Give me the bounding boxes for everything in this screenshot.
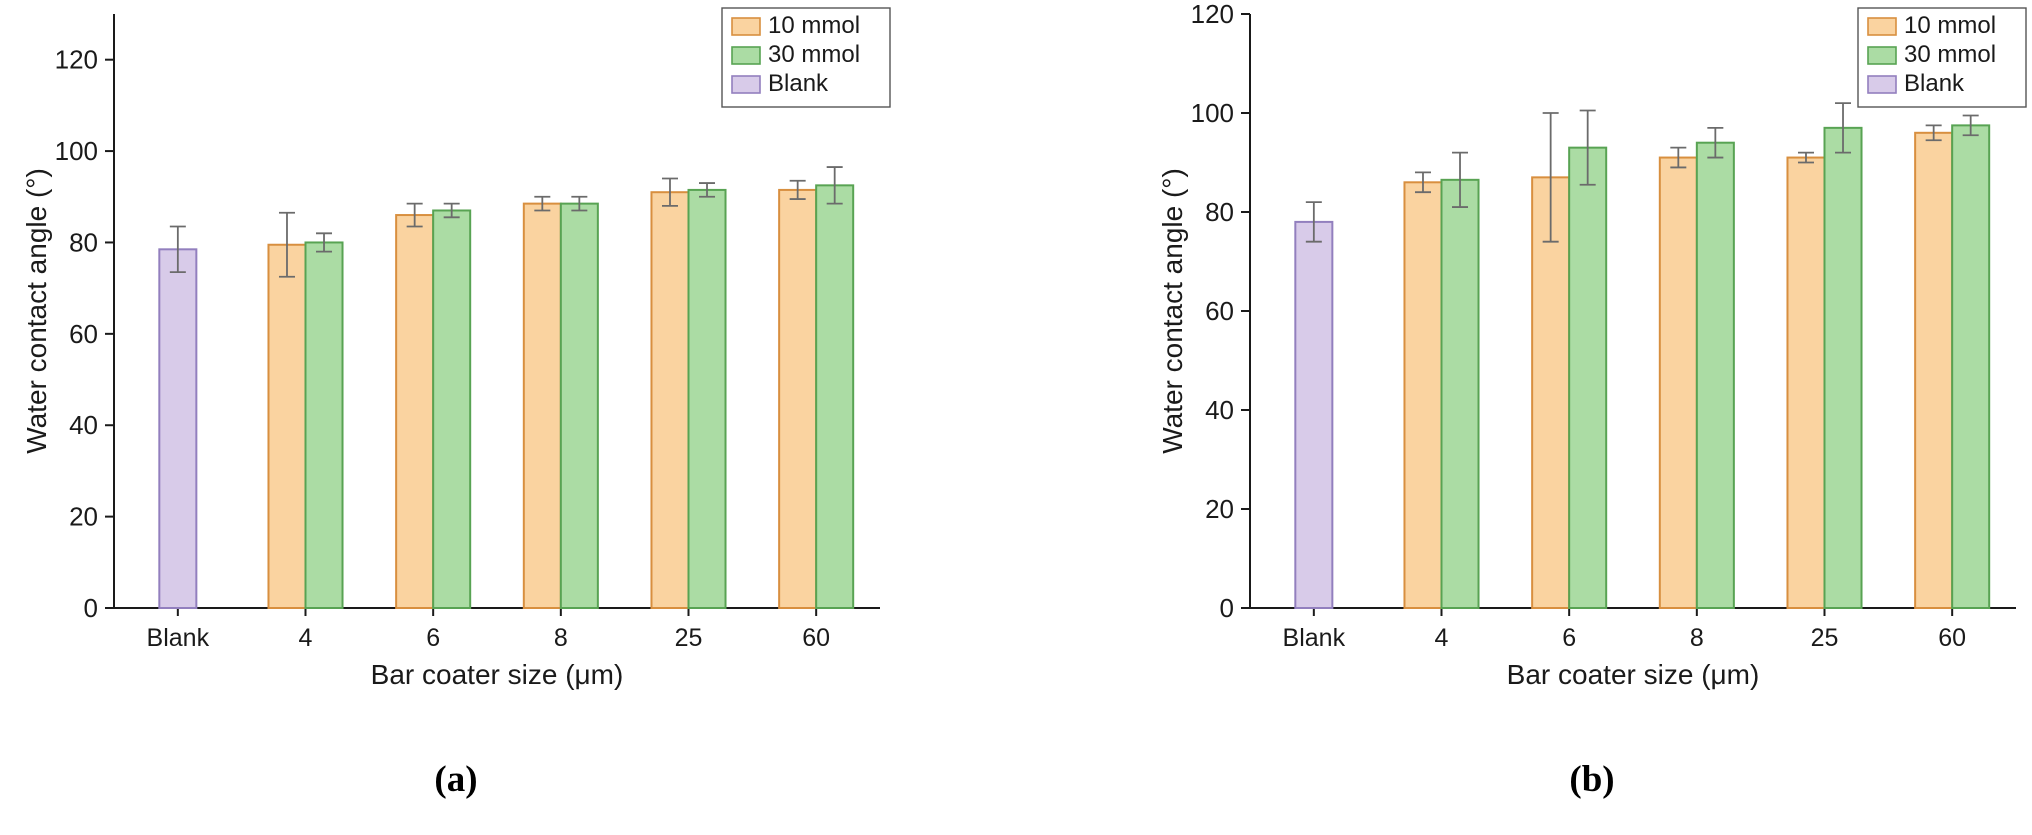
x-tick-label: 6 [1562,624,1576,652]
x-tick-label: 25 [675,624,703,652]
y-tick-label: 40 [69,410,98,440]
bar [815,184,855,609]
legend-label: Blank [768,70,829,97]
y-tick-label: 0 [84,593,98,623]
bar [395,214,435,610]
bar [1531,176,1571,609]
y-tick-label: 80 [69,227,98,257]
x-tick-label: Blank [147,624,210,652]
legend-label: 10 mmol [768,12,860,39]
x-tick-label: 6 [426,624,440,652]
bar [559,202,599,609]
legend-swatch [731,17,761,36]
chart-b-canvas: 0 20 40 60 80 100 120 Blank 4 6 8 25 60 Bar coater si… [1157,0,2027,690]
y-tick-label: 20 [1205,494,1234,524]
bar [650,191,690,609]
x-tick-label: Blank [1283,624,1346,652]
panel-a-caption: (a) [434,759,478,800]
bar [1914,131,1954,610]
legend-swatch [731,46,761,65]
bar [304,241,344,609]
y-tick-label: 0 [1220,593,1234,623]
bar [1568,146,1608,609]
y-tick-label: 60 [1205,296,1234,326]
legend-swatch [731,75,761,94]
bar [267,243,307,609]
x-tick-label: 4 [1435,624,1449,652]
bar [1440,178,1480,609]
legend-swatch [1867,17,1897,36]
bar [432,209,472,609]
bar [1695,141,1735,609]
bar [778,188,818,610]
y-tick-label: 100 [55,136,98,166]
panel-b: 0 20 40 60 80 100 120 Blank 4 6 8 25 60 Bar coater si… [1152,0,2032,801]
bar [158,248,198,609]
y-tick-label: 120 [1191,0,1234,29]
legend-label: Blank [1904,70,1965,97]
bar [1951,124,1991,609]
figure-panels: 0 20 40 60 80 100 120 Blank 4 6 8 25 60 Bar coater si… [16,0,2032,801]
y-tick-label: 40 [1205,395,1234,425]
x-tick-label: 25 [1811,624,1839,652]
x-axis-title: Bar coater size (μm) [371,659,624,690]
legend-swatch [1867,75,1897,94]
legend-label: 10 mmol [1904,12,1996,39]
y-tick-label: 80 [1205,197,1234,227]
legend-label: 30 mmol [768,41,860,68]
bar [1403,181,1443,610]
y-tick-label: 20 [69,502,98,532]
y-tick-label: 100 [1191,98,1234,128]
panel-b-caption: (b) [1569,759,1615,800]
bar [1823,126,1863,609]
bar [1658,156,1698,610]
legend-label: 30 mmol [1904,41,1996,68]
y-tick-label: 120 [55,45,98,75]
y-tick-label: 60 [69,319,98,349]
panel-a: 0 20 40 60 80 100 120 Blank 4 6 8 25 60 Bar coater si… [16,0,896,801]
bar [1786,156,1826,610]
x-tick-label: 4 [299,624,313,652]
legend-swatch [1867,46,1897,65]
bar [522,202,562,609]
y-axis-title: Water contact angle (°) [21,168,52,454]
chart-a-canvas: 0 20 40 60 80 100 120 Blank 4 6 8 25 60 Bar coater si… [21,7,891,690]
x-axis-title: Bar coater size (μm) [1507,659,1760,690]
bar [687,188,727,610]
bar [1294,220,1334,609]
y-axis-title: Water contact angle (°) [1157,168,1188,454]
x-tick-label: 8 [1690,624,1704,652]
x-tick-label: 60 [802,624,830,652]
x-tick-label: 60 [1938,624,1966,652]
x-tick-label: 8 [554,624,568,652]
